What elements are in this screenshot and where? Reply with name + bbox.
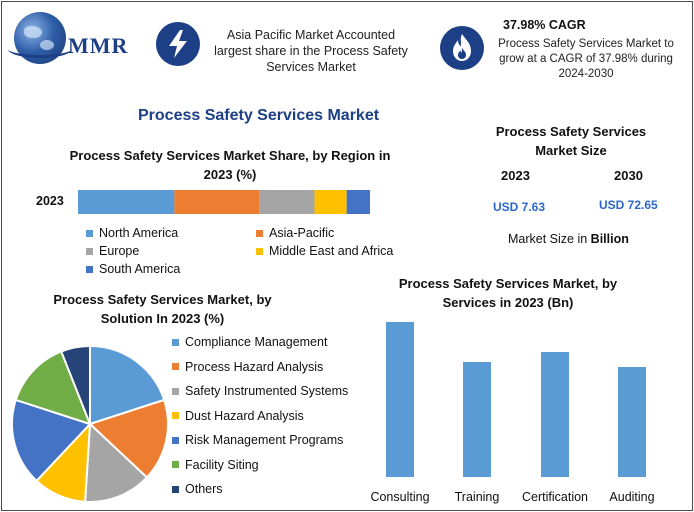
legend-swatch [86,229,93,237]
legend-label: Facility Siting [185,457,259,472]
pie-slice-safety-instrumented-systems [84,421,149,503]
legend-label: Risk Management Programs [185,433,344,447]
pie-slice-risk-management-programs [11,398,92,483]
legend-label: Process Hazard Analysis [185,359,324,374]
services-tick-label-consulting: Consulting [370,490,429,504]
legend-label: Middle East and Africa [269,244,394,258]
legend-swatch [172,461,179,468]
legend-label: Asia-Pacific [269,226,335,240]
legend-label: Compliance Management [185,335,328,349]
region-chart-category-label: 2023 [36,194,64,208]
legend-swatch [172,436,179,444]
asia-pacific-highlight-text: Asia Pacific Market Accounted largest sh… [214,28,408,74]
solution-legend-item-risk-management-programs: Risk Management Programs [172,432,372,448]
cagr-title: 37.98% CAGR [503,18,586,32]
region-legend: North America Asia-Pacific Europe Middle Ea… [86,226,416,280]
flame-icon [440,26,484,70]
market-size-year-2030: 2030 [614,168,643,183]
legend-swatch [86,247,93,255]
lightning-icon [156,22,200,66]
region-legend-item-asia-pacific: Asia-Pacific [256,226,334,240]
region-legend-item-middle-east-and-africa: Middle East and Africa [256,244,393,258]
legend-swatch [172,485,179,493]
region-chart-title: Process Safety Services Market Share, by… [69,148,391,182]
pie-slice-compliance-management [89,344,166,426]
logo-swoosh [8,40,72,58]
market-size-unit-note: Market Size in Billion [508,232,629,246]
solution-legend-item-safety-instrumented-systems: Safety Instrumented Systems [172,383,372,399]
solution-legend-item-dust-hazard-analysis: Dust Hazard Analysis [172,408,372,424]
region-bar-segment-north-america [78,190,175,214]
region-bar-segment-asia-pacific [174,190,260,214]
services-chart-title: Process Safety Services Market, by Servi… [398,276,618,310]
legend-swatch [172,387,179,395]
market-size-year-2023: 2023 [501,168,530,183]
legend-swatch [86,265,93,273]
market-size-title: Process Safety Services Market Size [495,124,647,158]
region-bar-segment-south-america [346,190,370,214]
solution-legend-item-process-hazard-analysis: Process Hazard Analysis [172,359,372,375]
legend-label: North America [99,226,179,240]
legend-swatch [256,247,263,255]
services-bar-certification [541,352,569,477]
services-bar-auditing [618,367,646,477]
pie-slice-facility-siting [14,350,92,426]
region-legend-item-south-america: South America [86,262,180,276]
market-size-value-2023: USD 7.63 [493,200,546,214]
solution-pie-chart [11,344,169,503]
legend-label: Dust Hazard Analysis [185,408,304,423]
legend-swatch [172,412,179,419]
market-size-value-2030: USD 72.65 [599,198,658,212]
services-bar-chart: Consulting Training Certification Auditing [370,322,655,504]
region-bar-segment-middle-east-and-africa [314,190,347,214]
solution-legend-item-compliance-management: Compliance Management [172,334,372,350]
legend-label: Europe [99,244,140,258]
region-legend-item-north-america: North America [86,226,178,240]
legend-label: Safety Instrumented Systems [185,384,349,398]
legend-swatch [172,338,179,346]
legend-swatch [172,363,179,370]
services-tick-label-training: Training [455,490,500,504]
legend-swatch [256,229,263,237]
brand-logo-text: MMR [68,33,129,58]
pie-slice-process-hazard-analysis [88,398,169,479]
services-bar-consulting [386,322,414,477]
pie-slice-others [59,344,91,425]
region-bar-segment-europe [259,190,315,214]
cagr-description: Process Safety Services Market to grow a… [498,38,674,80]
solution-legend: Compliance Management Process Hazard Anal… [172,334,372,506]
services-tick-label-certification: Certification [522,490,588,504]
legend-label: South America [99,262,181,276]
solution-legend-item-others: Others [172,481,372,497]
region-stacked-bar-chart [78,190,370,214]
services-tick-label-auditing: Auditing [609,490,654,504]
solution-chart-title: Process Safety Services Market, by Solut… [53,292,272,326]
region-legend-item-europe: Europe [86,244,139,258]
legend-label: Others [185,482,223,496]
page-title: Process Safety Services Market [138,107,380,124]
services-bar-training [463,362,491,477]
solution-legend-item-facility-siting: Facility Siting [172,457,372,473]
